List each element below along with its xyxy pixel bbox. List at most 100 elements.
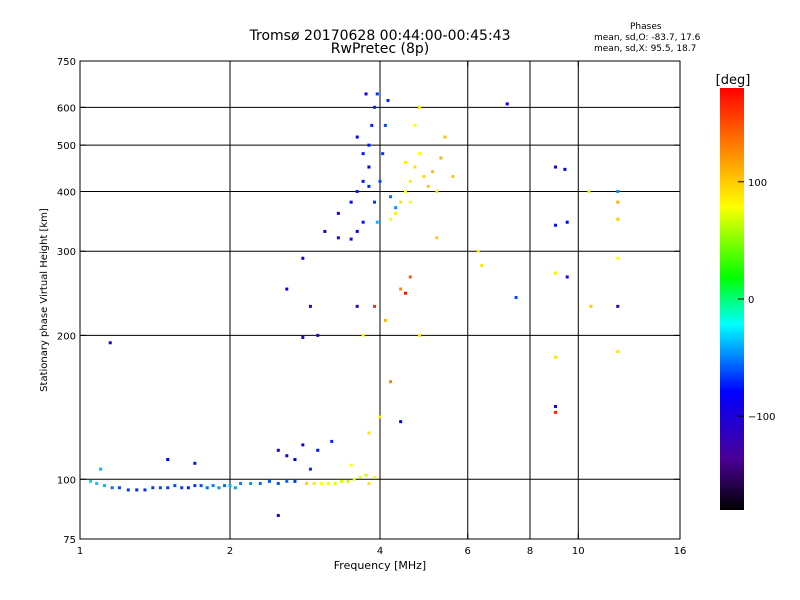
- data-point: [375, 220, 379, 224]
- data-point: [378, 415, 382, 419]
- data-point: [361, 179, 365, 183]
- chart-title: Tromsø 20170628 00:44:00-00:45:43: [249, 28, 511, 44]
- data-point: [443, 135, 447, 139]
- y-tick-label: 400: [57, 187, 76, 198]
- x-tick-label: 1: [77, 546, 83, 557]
- data-point: [616, 217, 620, 221]
- data-point: [336, 236, 340, 240]
- data-point: [426, 184, 430, 188]
- data-point: [276, 513, 280, 517]
- data-point: [186, 486, 190, 490]
- data-point: [367, 431, 371, 435]
- colorbar-tick-label: 0: [748, 295, 754, 306]
- data-point: [587, 189, 591, 193]
- data-point: [553, 355, 557, 359]
- data-point: [394, 206, 398, 210]
- data-point: [249, 481, 253, 485]
- data-point: [267, 479, 271, 483]
- colorbar-tick-label: −100: [748, 412, 775, 423]
- data-point: [211, 484, 215, 488]
- data-point: [276, 448, 280, 452]
- data-point: [417, 105, 421, 109]
- data-point: [135, 488, 139, 492]
- data-point: [514, 296, 518, 300]
- chart-subtitle: RwPretec (8p): [330, 41, 430, 57]
- data-point: [616, 200, 620, 204]
- data-point: [349, 237, 353, 241]
- data-point: [408, 200, 412, 204]
- axes: 1 2 4 6 8 10 16 75 100 200 300 400 500 600 750: [57, 57, 686, 557]
- data-point: [399, 287, 403, 291]
- data-point: [435, 236, 439, 240]
- data-point: [143, 488, 147, 492]
- data-point: [319, 481, 323, 485]
- data-point: [151, 486, 155, 490]
- data-point: [616, 304, 620, 308]
- data-point: [476, 249, 480, 253]
- data-point: [381, 152, 385, 156]
- data-point: [308, 467, 312, 471]
- phases-heading: Phases: [630, 22, 662, 32]
- data-point: [193, 484, 197, 488]
- y-tick-label: 75: [63, 535, 76, 546]
- data-point: [276, 481, 280, 485]
- data-point: [228, 484, 232, 488]
- data-point: [330, 439, 334, 443]
- data-point: [316, 333, 320, 337]
- data-point: [285, 479, 289, 483]
- colorbar-tick-label: 100: [748, 178, 767, 189]
- data-point: [505, 102, 509, 106]
- data-point: [553, 165, 557, 169]
- phases-x-stats: mean, sd,X: 95.5, 18.7: [594, 44, 697, 54]
- y-tick-label: 200: [57, 331, 76, 342]
- data-point: [358, 475, 362, 479]
- data-point: [158, 486, 162, 490]
- data-point: [373, 475, 377, 479]
- data-point: [305, 481, 309, 485]
- data-point: [431, 170, 435, 174]
- colorbar-ticks: 100 0 −100: [738, 178, 775, 423]
- data-point: [99, 467, 103, 471]
- data-point: [439, 156, 443, 160]
- data-point: [361, 333, 365, 337]
- data-point: [301, 443, 305, 447]
- data-point: [417, 333, 421, 337]
- data-point: [367, 184, 371, 188]
- data-point: [373, 105, 377, 109]
- data-point: [389, 195, 393, 199]
- x-tick-label: 4: [377, 546, 383, 557]
- data-point: [451, 174, 455, 178]
- data-point: [333, 481, 337, 485]
- data-point: [233, 486, 237, 490]
- grid-lines: [80, 61, 680, 539]
- data-point: [616, 350, 620, 354]
- data-point: [408, 179, 412, 183]
- data-point: [361, 152, 365, 156]
- data-point: [193, 461, 197, 465]
- data-point: [413, 123, 417, 127]
- data-point: [258, 481, 262, 485]
- x-tick-label: 16: [674, 546, 687, 557]
- data-point: [355, 135, 359, 139]
- x-tick-label: 6: [465, 546, 471, 557]
- data-point: [326, 481, 330, 485]
- data-point: [367, 481, 371, 485]
- y-tick-label: 600: [57, 103, 76, 114]
- data-point: [349, 200, 353, 204]
- data-point: [553, 271, 557, 275]
- data-point: [316, 448, 320, 452]
- data-point: [367, 143, 371, 147]
- data-point: [355, 189, 359, 193]
- data-point: [413, 165, 417, 169]
- data-point: [383, 123, 387, 127]
- data-point: [417, 152, 421, 156]
- data-point: [285, 287, 289, 291]
- data-points: [89, 92, 620, 517]
- y-axis-label: Stationary phase Virtual Height [km]: [39, 208, 50, 392]
- data-point: [126, 488, 130, 492]
- y-tick-label: 300: [57, 247, 76, 258]
- y-tick-label: 100: [57, 475, 76, 486]
- data-point: [422, 174, 426, 178]
- data-point: [378, 179, 382, 183]
